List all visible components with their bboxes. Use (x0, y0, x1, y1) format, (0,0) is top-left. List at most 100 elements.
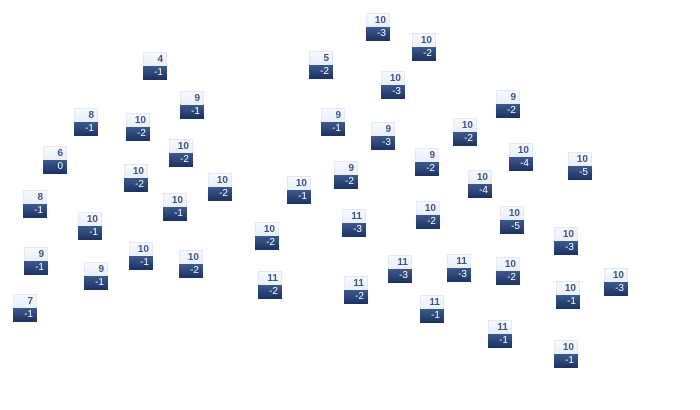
node[interactable]: 11 -2 (344, 276, 368, 304)
node[interactable]: 11 -1 (420, 295, 444, 323)
node-bottom-value: -2 (496, 104, 520, 118)
node-top-value: 10 (412, 33, 436, 47)
node[interactable]: 11 -1 (488, 320, 512, 348)
node[interactable]: 10 -4 (509, 143, 533, 171)
node-bottom-value: -5 (500, 220, 524, 234)
node[interactable]: 10 -2 (412, 33, 436, 61)
node-top-value: 10 (556, 281, 580, 295)
node[interactable]: 10 -2 (208, 173, 232, 201)
node-top-value: 7 (13, 294, 37, 308)
node[interactable]: 8 -1 (23, 190, 47, 218)
node[interactable]: 9 -1 (24, 247, 48, 275)
node[interactable]: 11 -3 (342, 209, 366, 237)
node-top-value: 10 (169, 139, 193, 153)
node[interactable]: 10 -2 (496, 257, 520, 285)
node-bottom-value: -1 (321, 122, 345, 136)
node[interactable]: 10 -1 (554, 340, 578, 368)
node[interactable]: 9 -3 (371, 122, 395, 150)
node-bottom-value: -2 (344, 290, 368, 304)
node-top-value: 9 (24, 247, 48, 261)
node-top-value: 10 (453, 118, 477, 132)
node-top-value: 11 (342, 209, 366, 223)
node[interactable]: 7 -1 (13, 294, 37, 322)
node-bottom-value: -3 (447, 268, 471, 282)
node-top-value: 10 (496, 257, 520, 271)
node[interactable]: 10 -2 (453, 118, 477, 146)
node-bottom-value: -2 (334, 175, 358, 189)
node-top-value: 10 (416, 201, 440, 215)
node-top-value: 10 (124, 164, 148, 178)
node-bottom-value: -2 (412, 47, 436, 61)
node-bottom-value: -4 (468, 184, 492, 198)
node-top-value: 10 (366, 13, 390, 27)
node[interactable]: 5 -2 (309, 51, 333, 79)
node-top-value: 8 (23, 190, 47, 204)
node[interactable]: 10 -2 (169, 139, 193, 167)
node[interactable]: 11 -2 (258, 271, 282, 299)
node-top-value: 10 (554, 340, 578, 354)
node[interactable]: 10 -3 (366, 13, 390, 41)
node-bottom-value: -1 (556, 295, 580, 309)
node-bottom-value: -3 (366, 27, 390, 41)
node-bottom-value: -1 (554, 354, 578, 368)
node-top-value: 10 (287, 176, 311, 190)
node[interactable]: 9 -2 (415, 148, 439, 176)
node[interactable]: 10 -2 (124, 164, 148, 192)
node-top-value: 6 (43, 146, 67, 160)
node-bottom-value: -2 (124, 178, 148, 192)
node[interactable]: 10 -1 (556, 281, 580, 309)
node-top-value: 11 (388, 255, 412, 269)
node-bottom-value: -2 (415, 162, 439, 176)
node-top-value: 10 (554, 227, 578, 241)
node[interactable]: 10 -1 (78, 212, 102, 240)
node[interactable]: 10 -3 (554, 227, 578, 255)
node-bottom-value: -2 (169, 153, 193, 167)
node-top-value: 9 (180, 91, 204, 105)
node[interactable]: 10 -4 (468, 170, 492, 198)
node-top-value: 10 (568, 152, 592, 166)
node[interactable]: 10 -2 (126, 113, 150, 141)
node-bottom-value: -2 (309, 65, 333, 79)
node-bottom-value: -3 (381, 85, 405, 99)
node-bottom-value: -2 (179, 264, 203, 278)
node-bottom-value: -2 (453, 132, 477, 146)
node[interactable]: 9 -1 (180, 91, 204, 119)
node[interactable]: 10 -2 (179, 250, 203, 278)
node-bottom-value: -1 (287, 190, 311, 204)
node[interactable]: 10 -3 (381, 71, 405, 99)
node[interactable]: 9 -1 (321, 108, 345, 136)
node-bottom-value: -4 (509, 157, 533, 171)
node-bottom-value: -1 (143, 66, 167, 80)
node[interactable]: 10 -5 (500, 206, 524, 234)
node-top-value: 9 (415, 148, 439, 162)
node[interactable]: 11 -3 (447, 254, 471, 282)
node-bottom-value: -3 (604, 282, 628, 296)
node[interactable]: 10 -2 (255, 222, 279, 250)
node[interactable]: 10 -1 (163, 193, 187, 221)
node[interactable]: 10 -1 (129, 242, 153, 270)
node[interactable]: 4 -1 (143, 52, 167, 80)
node[interactable]: 10 -3 (604, 268, 628, 296)
node-bottom-value: -1 (163, 207, 187, 221)
node-bottom-value: -2 (126, 127, 150, 141)
node[interactable]: 10 -2 (416, 201, 440, 229)
node-bottom-value: -3 (342, 223, 366, 237)
node-bottom-value: -1 (78, 226, 102, 240)
node-bottom-value: -3 (388, 269, 412, 283)
node-bottom-value: -2 (416, 215, 440, 229)
node[interactable]: 9 -2 (334, 161, 358, 189)
node[interactable]: 9 -1 (84, 262, 108, 290)
node[interactable]: 9 -2 (496, 90, 520, 118)
node-top-value: 11 (420, 295, 444, 309)
node-top-value: 10 (208, 173, 232, 187)
node[interactable]: 8 -1 (74, 108, 98, 136)
node[interactable]: 10 -5 (568, 152, 592, 180)
node-bottom-value: -3 (371, 136, 395, 150)
node[interactable]: 11 -3 (388, 255, 412, 283)
node-top-value: 10 (163, 193, 187, 207)
node-top-value: 10 (509, 143, 533, 157)
node-top-value: 10 (381, 71, 405, 85)
node[interactable]: 10 -1 (287, 176, 311, 204)
node-bottom-value: -3 (554, 241, 578, 255)
